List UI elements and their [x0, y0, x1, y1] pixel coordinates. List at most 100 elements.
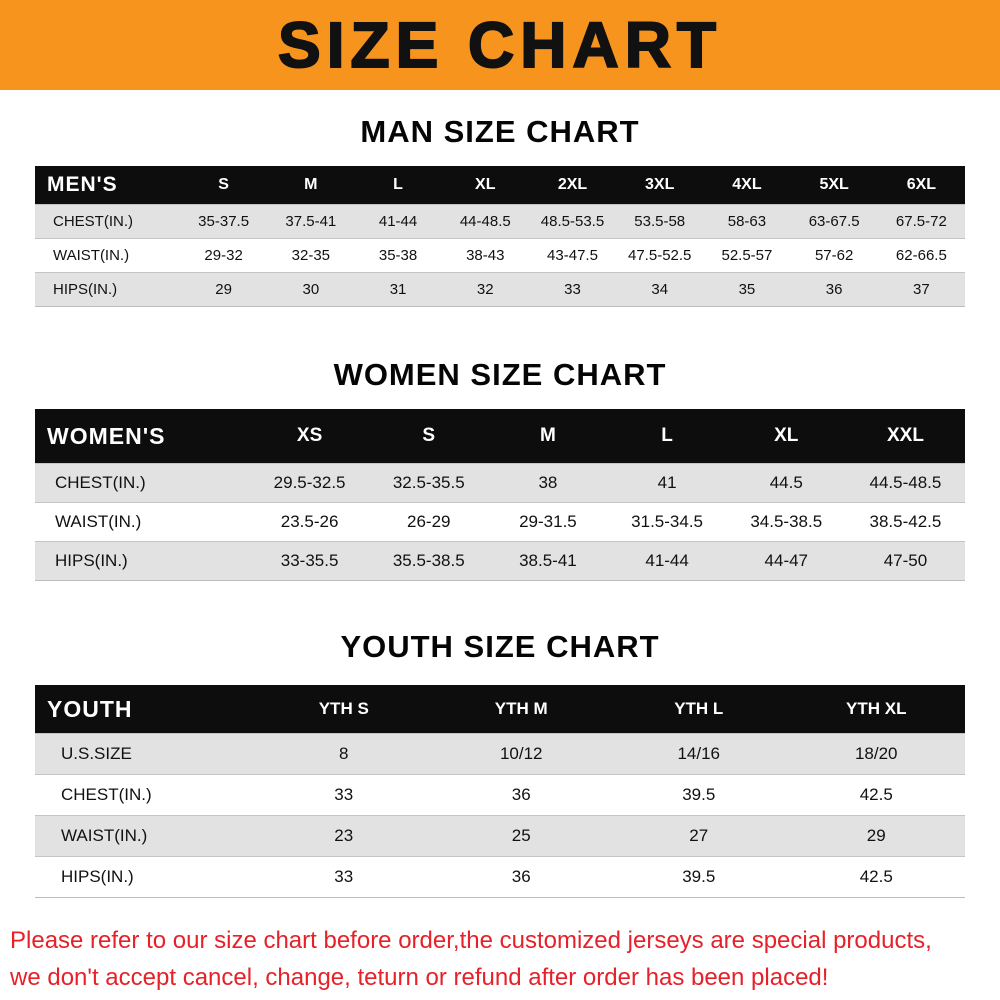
value-cell: 37.5-41	[285, 213, 337, 230]
youth-size-table: YOUTH YTH S YTH M YTH L YTH XL U.S.SIZE 8 10/12…	[35, 685, 965, 898]
value-cell: 41-44	[378, 213, 418, 230]
value-cell: 58-63	[727, 213, 767, 230]
youth-section-heading: YOUTH SIZE CHART	[340, 629, 660, 664]
man-size-section: MAN SIZE CHART MEN'S S M L XL 2XL 3XL 4XL 5XL 6XL…	[0, 114, 1000, 307]
value-cell: 36	[511, 867, 531, 886]
value-cell: 67.5-72	[895, 213, 947, 230]
value-cell: 38.5-41	[519, 551, 577, 570]
womens-size-table: WOMEN'S XS S M L XL XXL CHEST(IN.) 29.5-32.5 32.5…	[35, 409, 965, 581]
value-cell: 52.5-57	[721, 247, 773, 264]
value-cell: 43-47.5	[547, 247, 598, 264]
size-column-header: XL	[774, 425, 799, 446]
size-column-header: M	[540, 425, 556, 446]
value-cell: 29.5-32.5	[273, 473, 346, 492]
value-cell: 35-37.5	[198, 213, 250, 230]
size-column-header: 3XL	[645, 176, 675, 193]
women-section-heading: WOMEN SIZE CHART	[333, 357, 667, 392]
value-cell: 31.5-34.5	[631, 512, 704, 531]
table-header-row: MEN'S S M L XL 2XL 3XL 4XL 5XL 6XL	[35, 166, 965, 204]
value-cell: 47-50	[883, 551, 928, 570]
value-cell: 38	[538, 473, 558, 492]
value-cell: 31	[389, 281, 407, 298]
size-column-header: YTH L	[674, 699, 724, 718]
value-cell: 44-47	[764, 551, 809, 570]
value-cell: 37	[913, 281, 930, 298]
size-column-header: XXL	[886, 425, 924, 446]
value-cell: 29	[866, 826, 886, 845]
size-column-header: 2XL	[557, 176, 588, 193]
mens-size-table: MEN'S S M L XL 2XL 3XL 4XL 5XL 6XL CHEST(IN.) 35-37…	[35, 166, 965, 307]
size-column-header: S	[218, 176, 229, 193]
value-cell: 33	[334, 867, 354, 886]
value-cell: 18/20	[854, 744, 898, 763]
value-cell: 39.5	[682, 785, 716, 804]
size-column-header: XS	[296, 425, 323, 446]
size-column-header: 5XL	[819, 176, 849, 193]
size-column-header: 4XL	[732, 176, 762, 193]
table-title-cell: MEN'S	[47, 173, 118, 196]
table-row: WAIST(IN.) 29-32 32-35 35-38 38-43 43-47.5 47.…	[35, 238, 965, 272]
value-cell: 8	[339, 744, 349, 763]
value-cell: 10/12	[499, 744, 543, 763]
value-cell: 14/16	[677, 744, 721, 763]
value-cell: 44.5	[769, 473, 803, 492]
value-cell: 35.5-38.5	[392, 551, 465, 570]
value-cell: 47.5-52.5	[628, 247, 692, 264]
notice-line-1: Please refer to our size chart before or…	[10, 927, 932, 954]
value-cell: 29-32	[204, 247, 243, 264]
table-row: WAIST(IN.) 23.5-26 26-29 29-31.5 31.5-34.5 34…	[35, 502, 965, 541]
value-cell: 38.5-42.5	[869, 512, 942, 531]
value-cell: 42.5	[859, 785, 893, 804]
value-cell: 63-67.5	[808, 213, 860, 230]
value-cell: 36	[511, 785, 531, 804]
value-cell: 39.5	[682, 867, 716, 886]
value-cell: 35-38	[378, 247, 418, 264]
size-column-header: XL	[475, 176, 496, 193]
value-cell: 38-43	[466, 247, 505, 264]
value-cell: 29-31.5	[519, 512, 577, 531]
value-cell: 32	[476, 281, 494, 298]
women-size-section: WOMEN SIZE CHART WOMEN'S XS S M L XL XXL CHEST(…	[0, 357, 1000, 581]
value-cell: 53.5-58	[634, 213, 686, 230]
table-row: WAIST(IN.) 23 25 27 29	[35, 815, 965, 856]
value-cell: 42.5	[859, 867, 893, 886]
banner: SIZE CHART	[0, 0, 1000, 90]
order-notice: Please refer to our size chart before or…	[10, 922, 1000, 996]
value-cell: 36	[825, 281, 843, 298]
row-label: CHEST(IN.)	[61, 785, 152, 804]
notice-line-2: we don't accept cancel, change, teturn o…	[10, 964, 829, 991]
row-label: WAIST(IN.)	[61, 826, 148, 845]
table-row: HIPS(IN.) 29 30 31 32 33 34 35 36 37	[35, 272, 965, 306]
value-cell: 44-48.5	[459, 213, 511, 230]
value-cell: 57-62	[814, 247, 854, 264]
value-cell: 25	[511, 826, 531, 845]
row-label: CHEST(IN.)	[53, 213, 133, 230]
row-label: CHEST(IN.)	[55, 473, 146, 492]
value-cell: 44.5-48.5	[869, 473, 942, 492]
value-cell: 32-35	[291, 247, 331, 264]
value-cell: 23	[334, 826, 354, 845]
man-section-heading: MAN SIZE CHART	[360, 114, 640, 149]
value-cell: 35	[738, 281, 756, 298]
row-label: WAIST(IN.)	[55, 512, 142, 531]
table-row: CHEST(IN.) 35-37.5 37.5-41 41-44 44-48.5 48.5…	[35, 204, 965, 238]
row-label: HIPS(IN.)	[53, 281, 118, 298]
value-cell: 32.5-35.5	[392, 473, 465, 492]
size-column-header: S	[422, 425, 436, 446]
value-cell: 41-44	[645, 551, 689, 570]
size-column-header: YTH S	[318, 699, 369, 718]
size-column-header: YTH XL	[846, 699, 907, 718]
value-cell: 26-29	[407, 512, 451, 531]
value-cell: 29	[215, 281, 232, 298]
value-cell: 33	[564, 281, 581, 298]
table-title-cell: YOUTH	[47, 695, 133, 722]
row-label: WAIST(IN.)	[53, 247, 130, 264]
page-title: SIZE CHART	[277, 8, 722, 82]
size-column-header: 6XL	[906, 176, 937, 193]
table-header-row: WOMEN'S XS S M L XL XXL	[35, 409, 965, 463]
table-row: HIPS(IN.) 33-35.5 35.5-38.5 38.5-41 41-44 44-…	[35, 541, 965, 580]
value-cell: 48.5-53.5	[540, 213, 605, 230]
row-label: HIPS(IN.)	[55, 551, 128, 570]
value-cell: 30	[302, 281, 320, 298]
